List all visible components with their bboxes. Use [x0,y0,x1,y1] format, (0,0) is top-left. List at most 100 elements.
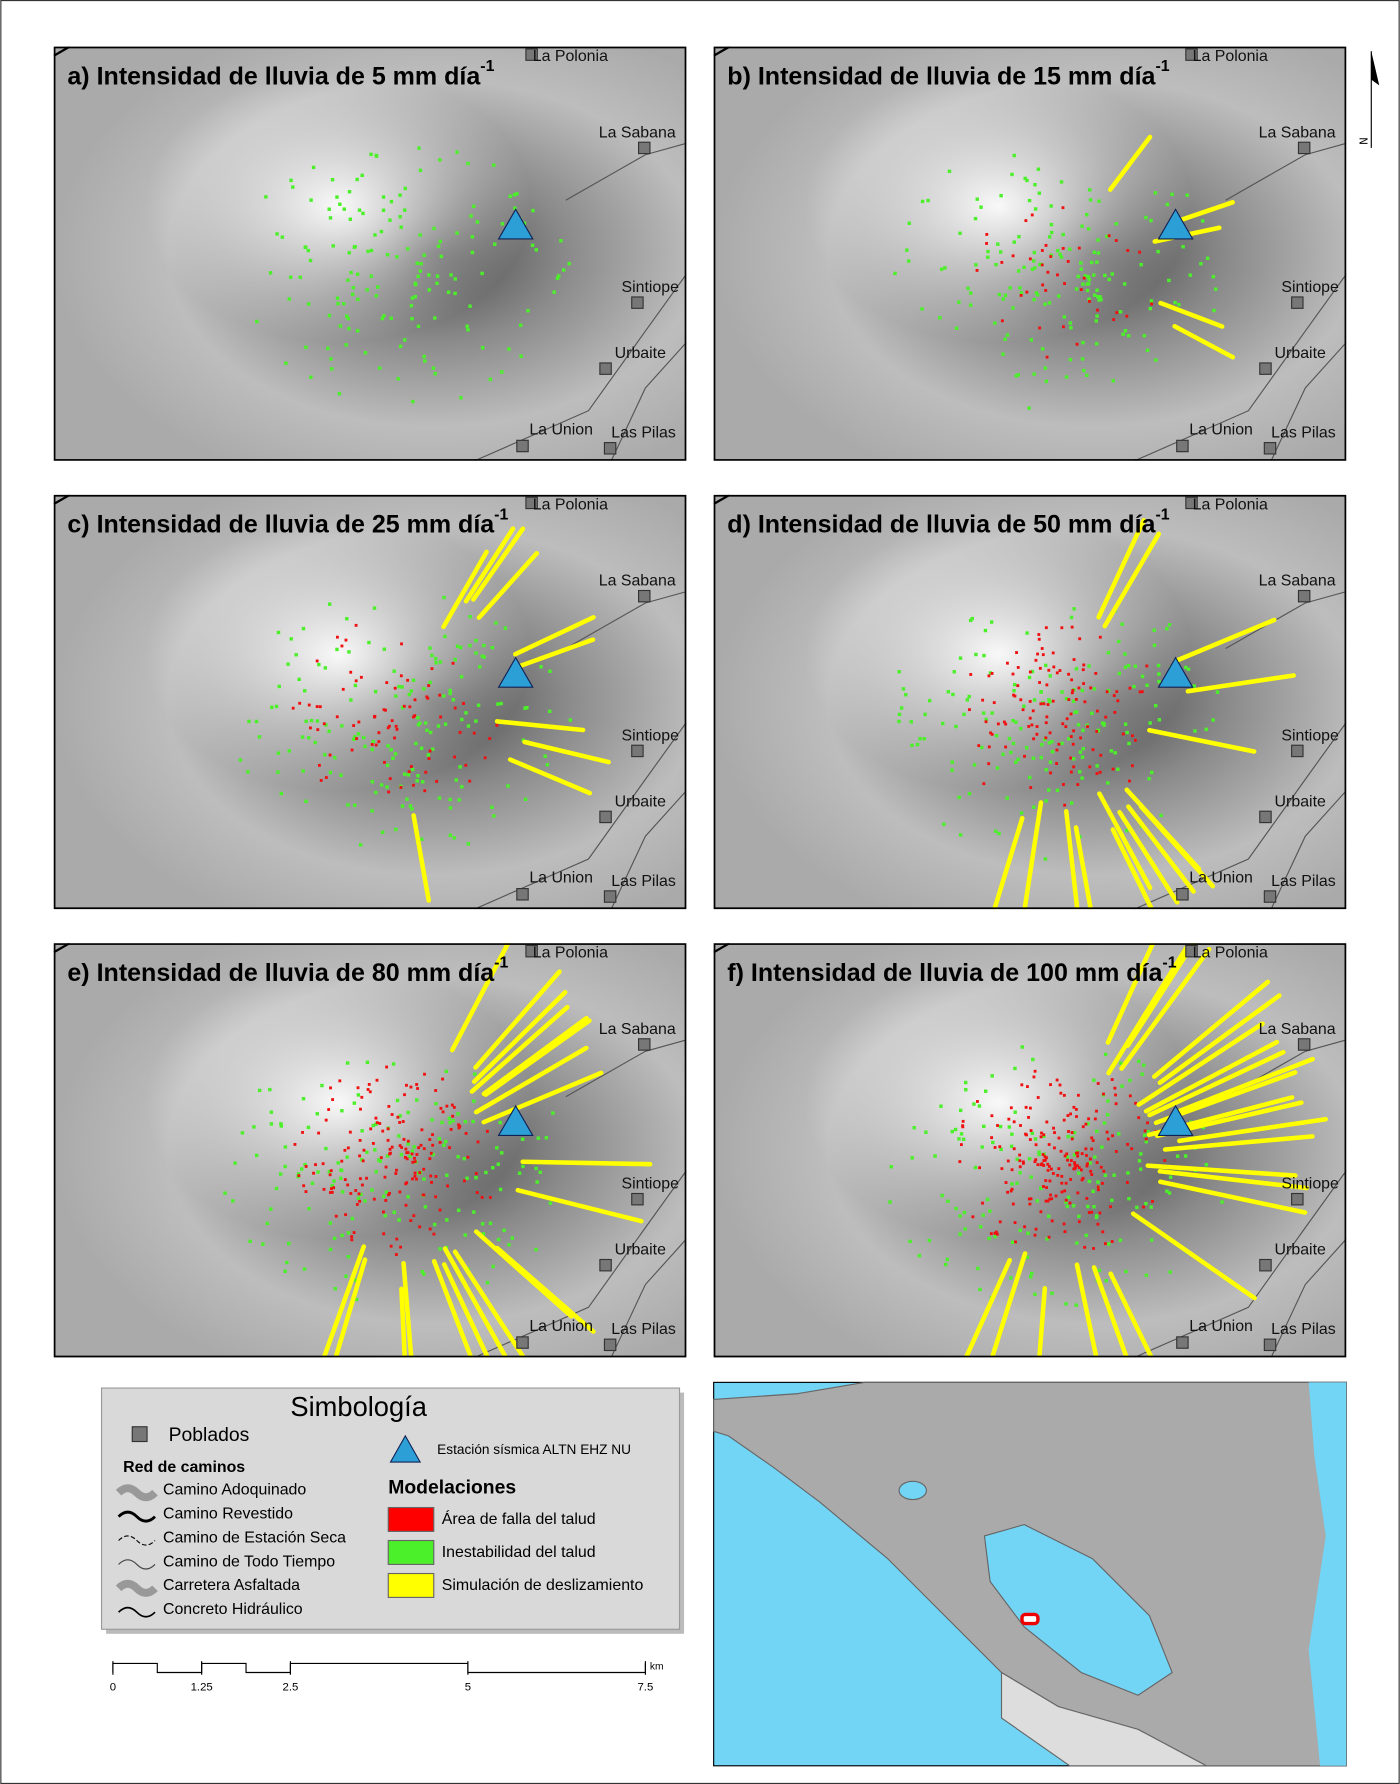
instability-patch [275,232,279,236]
panel-border [713,494,1347,910]
instability-patch [518,323,523,327]
instability-patch [1152,628,1156,632]
failure-patch [1000,1167,1004,1171]
failure-patch [1042,1133,1046,1137]
instability-patch [315,719,320,723]
instability-patch [350,1216,355,1221]
failure-patch [488,737,492,740]
failure-patch [439,1106,443,1110]
failure-patch [423,1072,426,1076]
failure-patch [366,1088,370,1091]
landslide-path [473,1045,589,1115]
road-symbol [118,1606,156,1618]
instability-patch [893,271,897,276]
instability-patch [439,254,444,259]
instability-patch [428,730,433,735]
instability-patch [1094,319,1098,323]
failure-patch [330,1187,333,1191]
failure-patch [1040,263,1044,267]
failure-patch [987,762,991,766]
instability-patch [970,616,974,621]
instability-patch [1150,770,1154,775]
instability-patch [1149,1238,1154,1242]
instability-patch [1085,288,1090,293]
instability-patch [410,1149,415,1153]
instability-patch [460,785,464,789]
instability-patch [416,774,420,778]
instability-patch [355,177,359,182]
instability-patch [420,1269,425,1274]
instability-patch [1211,274,1216,279]
instability-patch [453,277,457,281]
instability-patch [1156,249,1160,254]
instability-patch [1090,711,1094,715]
instability-patch [493,242,497,246]
instability-patch [356,297,360,302]
instability-patch [961,1137,966,1142]
instability-patch [1012,682,1017,687]
instability-patch [398,344,403,348]
instability-patch [385,253,390,257]
failure-patch [1056,1173,1060,1177]
settlement [1176,888,1189,901]
failure-patch [971,1215,975,1219]
failure-patch [1058,1083,1062,1087]
instability-patch [957,300,961,304]
instability-patch [485,1280,490,1285]
instability-patch [397,1134,401,1138]
failure-patch [382,1210,385,1214]
instability-patch [548,669,552,674]
instability-patch [496,702,500,706]
instability-patch [393,752,398,756]
landslide-path [507,757,593,796]
failure-patch [1055,762,1059,765]
instability-patch [1110,1198,1114,1203]
instability-patch [269,1110,274,1114]
instability-patch [1013,1110,1017,1114]
failure-patch [474,1172,478,1175]
instability-patch [963,1227,967,1231]
failure-patch [1126,249,1130,252]
instability-patch [1068,321,1072,325]
instability-patch [238,758,243,762]
instability-patch [974,263,978,267]
road-symbol [118,1535,156,1546]
failure-patch [1046,1199,1050,1203]
failure-patch [422,1167,426,1171]
legend-heading: Modelaciones [388,1476,516,1498]
failure-patch [1015,651,1018,654]
failure-patch [359,675,363,679]
failure-patch [995,1232,999,1236]
failure-patch [1023,1225,1027,1229]
instability-patch [1126,334,1131,338]
instability-patch [255,319,259,324]
instability-patch [423,1205,428,1209]
failure-patch [1134,738,1137,742]
failure-patch [1096,1222,1100,1226]
instability-patch [1087,278,1091,282]
instability-patch [365,288,369,292]
instability-patch [526,309,530,313]
instability-patch [392,669,396,673]
failure-patch [1102,1092,1105,1096]
instability-patch [323,666,328,670]
instability-patch [458,765,462,769]
failure-patch [405,1157,409,1161]
instability-patch [1032,805,1036,809]
place-label: Las Pilas [611,425,676,442]
instability-patch [964,1088,968,1092]
failure-patch [1113,710,1117,714]
settlement [1185,496,1198,510]
failure-patch [375,1078,379,1082]
failure-patch [396,1115,400,1119]
instability-patch [445,1173,449,1178]
failure-patch [1079,736,1082,740]
instability-patch [993,1234,997,1239]
legend-label: Carretera Asfaltada [163,1577,300,1594]
instability-patch [340,1109,344,1113]
failure-patch [370,743,374,746]
instability-patch [950,768,954,772]
instability-patch [301,769,305,773]
instability-patch [965,698,970,702]
failure-patch [368,1090,372,1094]
